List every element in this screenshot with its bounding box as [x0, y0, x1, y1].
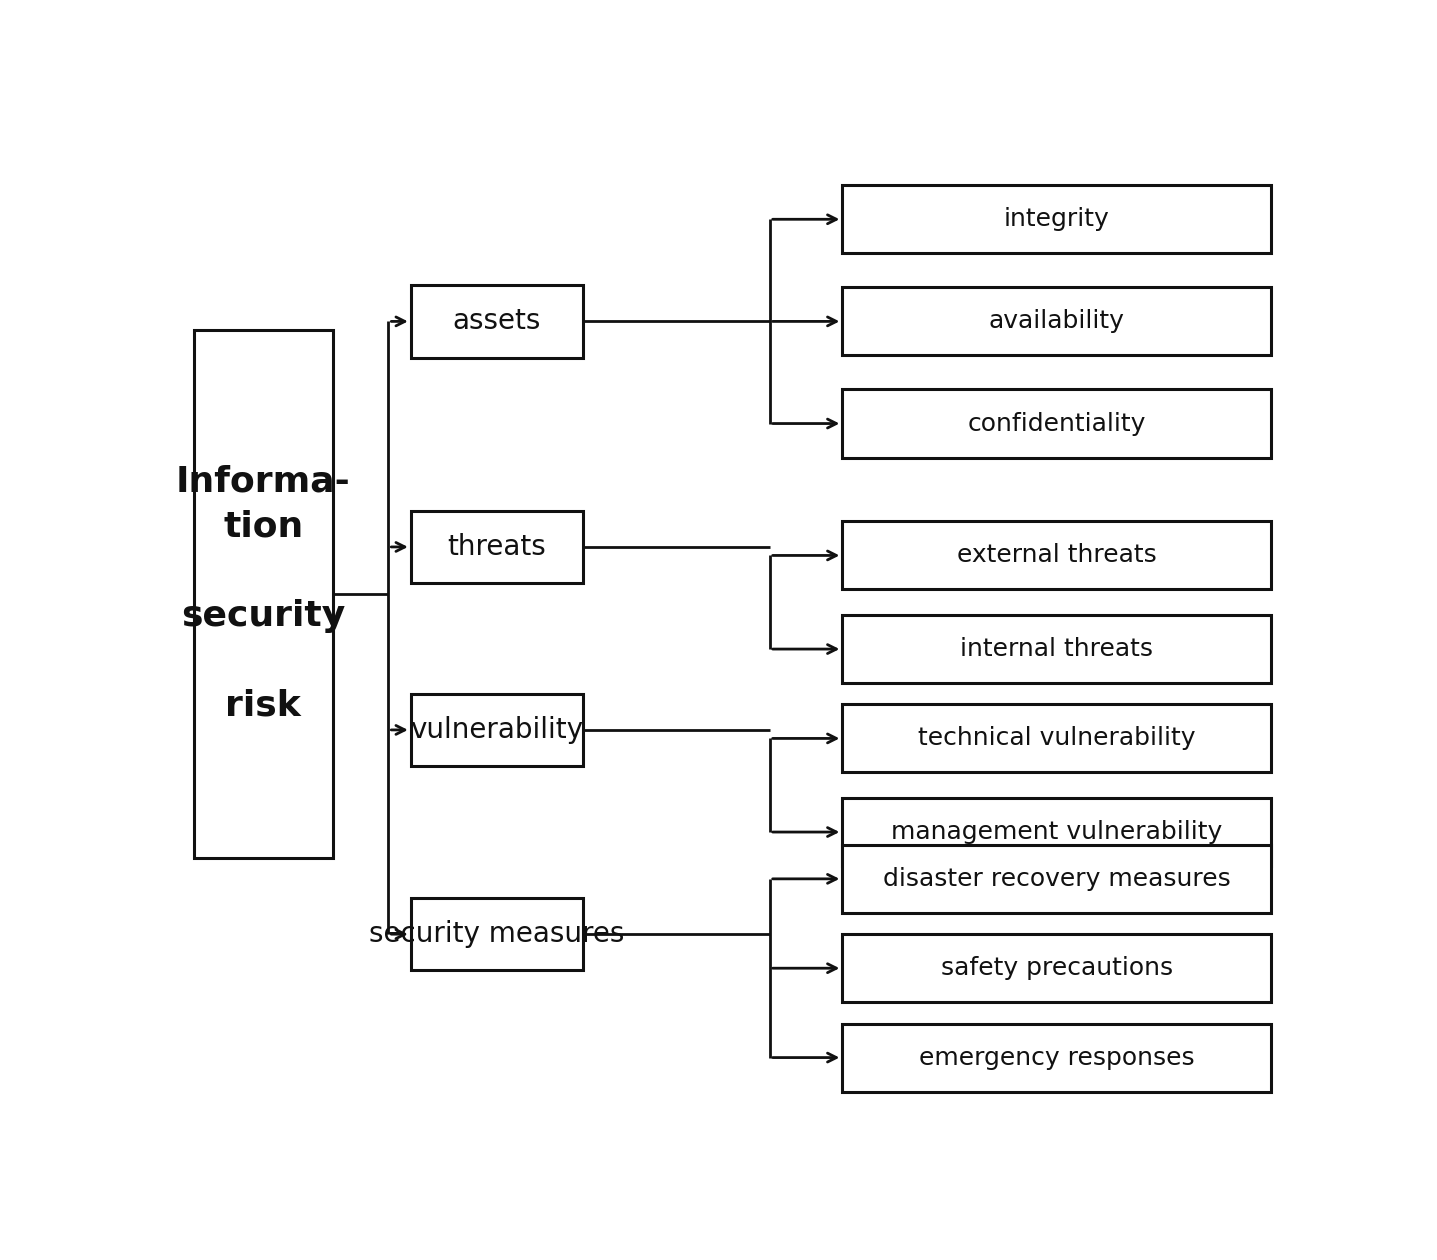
Bar: [842, 522, 1272, 590]
Text: external threats: external threats: [957, 543, 1157, 567]
Text: assets: assets: [453, 307, 542, 335]
Text: safety precautions: safety precautions: [941, 956, 1173, 980]
Bar: [411, 898, 583, 970]
Text: confidentiality: confidentiality: [967, 412, 1145, 436]
Text: management vulnerability: management vulnerability: [891, 820, 1223, 844]
Text: Informa-
tion

security

risk: Informa- tion security risk: [175, 465, 351, 723]
Bar: [411, 694, 583, 766]
Text: threats: threats: [448, 533, 546, 561]
Bar: [842, 287, 1272, 355]
Text: vulnerability: vulnerability: [411, 716, 583, 743]
Text: security measures: security measures: [369, 920, 625, 949]
Text: internal threats: internal threats: [960, 638, 1152, 662]
Bar: [842, 1023, 1272, 1091]
Bar: [842, 844, 1272, 914]
Bar: [842, 389, 1272, 457]
Text: integrity: integrity: [1004, 208, 1109, 232]
Bar: [842, 934, 1272, 1002]
Bar: [411, 510, 583, 583]
Bar: [842, 798, 1272, 866]
Bar: [194, 330, 333, 858]
Bar: [842, 615, 1272, 683]
Text: emergency responses: emergency responses: [918, 1046, 1194, 1070]
Bar: [842, 185, 1272, 253]
Text: technical vulnerability: technical vulnerability: [918, 727, 1196, 751]
Text: availability: availability: [989, 310, 1125, 334]
Bar: [411, 285, 583, 358]
Bar: [842, 704, 1272, 772]
Text: disaster recovery measures: disaster recovery measures: [882, 867, 1230, 891]
